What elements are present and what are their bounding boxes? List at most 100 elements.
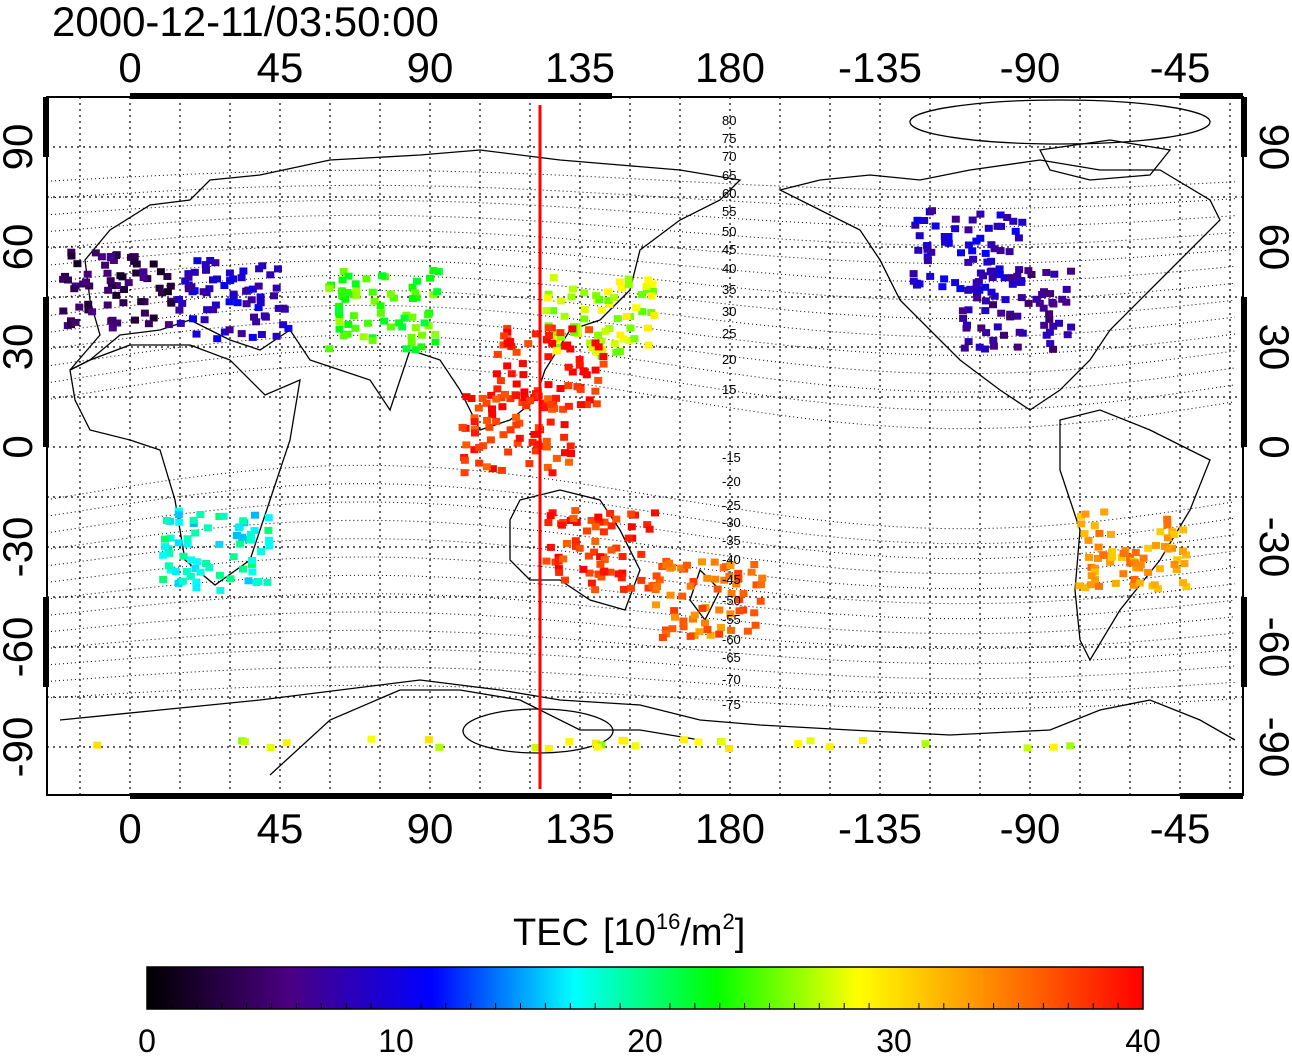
tec-patch (144, 320, 153, 328)
tec-patch (1024, 299, 1033, 307)
tec-patch (112, 291, 121, 299)
tec-patch (566, 345, 575, 353)
tec-patch (486, 436, 495, 444)
tec-patch (248, 557, 256, 564)
tec-patch (981, 307, 990, 315)
tec-patch (544, 395, 553, 403)
tec-patch (1144, 568, 1153, 576)
tec-patch (1136, 561, 1145, 569)
tec-patch (376, 309, 385, 317)
maglat-label: -55 (722, 612, 741, 627)
tec-patch (597, 306, 606, 314)
maglat-label: 30 (722, 304, 736, 319)
tec-patch (113, 319, 122, 327)
tec-patch (233, 299, 242, 307)
tec-patch (632, 304, 641, 312)
tec-patch (250, 313, 258, 321)
tec-patch (503, 328, 512, 336)
tec-patch (951, 279, 960, 287)
tec-patch (565, 458, 573, 466)
tec-patch (88, 308, 97, 316)
tec-patch (644, 324, 652, 332)
tec-patch (335, 302, 344, 310)
tec-patch (179, 577, 187, 585)
tec-patch (531, 744, 540, 751)
tec-patch (482, 463, 491, 471)
tec-patch (470, 425, 479, 433)
tec-patch (488, 411, 497, 419)
tec-patch (909, 277, 918, 285)
tec-patch (612, 348, 621, 356)
tec-patch (411, 324, 420, 332)
maglat-label: 40 (722, 261, 736, 276)
tec-patch (409, 295, 417, 303)
tec-patch (258, 262, 267, 270)
tec-patch (71, 318, 80, 326)
tec-patch (1156, 528, 1165, 536)
tec-patch (1080, 530, 1089, 538)
tec-patch (520, 388, 529, 396)
tec-patch (106, 253, 115, 260)
tec-patch (183, 568, 191, 575)
tec-patch (264, 526, 273, 534)
tec-patch (274, 265, 282, 273)
tec-patch (192, 330, 201, 338)
tec-patch (923, 253, 932, 261)
tec-patch (196, 568, 205, 576)
tec-patch (914, 246, 923, 254)
tec-patch (650, 311, 659, 319)
tec-patch (972, 237, 981, 245)
tec-patch (964, 338, 973, 346)
tec-patch (689, 578, 698, 585)
tec-patch (958, 307, 967, 315)
tec-patch (556, 385, 565, 392)
tec-patch (470, 418, 479, 426)
tec-patch (1094, 543, 1103, 551)
tec-patch (97, 253, 106, 261)
tec-patch (239, 565, 247, 573)
tec-patch (960, 344, 969, 352)
tec-patch (174, 539, 183, 547)
tec-patch (367, 735, 376, 743)
lon-tick-bottom: 0 (118, 805, 141, 852)
lat-tick-right: 30 (1251, 324, 1292, 371)
tec-patch (544, 324, 553, 332)
tec-patch (617, 574, 626, 582)
tec-patch (569, 514, 578, 522)
tec-patch (244, 286, 253, 294)
tec-patch (751, 621, 760, 629)
tec-patch (599, 353, 608, 360)
tec-patch (124, 279, 133, 287)
tec-patch (1164, 545, 1173, 553)
tec-patch (137, 298, 146, 306)
tec-patch (549, 274, 558, 282)
tec-patch (264, 514, 273, 522)
tec-patch (951, 215, 960, 223)
tec-patch (604, 297, 613, 304)
tec-patch (668, 563, 677, 571)
tec-patch (1129, 581, 1138, 589)
tec-patch (59, 307, 68, 315)
coastline-north-america (778, 159, 1221, 411)
tec-patch (564, 402, 573, 410)
tec-patch (1135, 579, 1144, 587)
tec-patch (968, 247, 977, 255)
tec-patch (915, 232, 924, 240)
tec-patch (560, 312, 569, 320)
tec-patch (580, 306, 589, 313)
tec-patch (921, 740, 930, 748)
tec-patch (1111, 579, 1120, 587)
tec-patch (1126, 559, 1135, 567)
tec-patch (562, 540, 571, 547)
tec-patch (1117, 553, 1126, 561)
coastline-antarctica (59, 679, 1236, 741)
tec-patch (368, 288, 377, 296)
lon-tick-top: 180 (695, 44, 765, 91)
tec-patch (1011, 227, 1020, 235)
tec-patch (1152, 541, 1160, 549)
tec-patch (594, 513, 603, 521)
tec-patch (187, 556, 196, 564)
tec-patch (1023, 744, 1032, 752)
lon-tick-bottom: -90 (1000, 805, 1061, 852)
tec-patch (564, 382, 573, 390)
